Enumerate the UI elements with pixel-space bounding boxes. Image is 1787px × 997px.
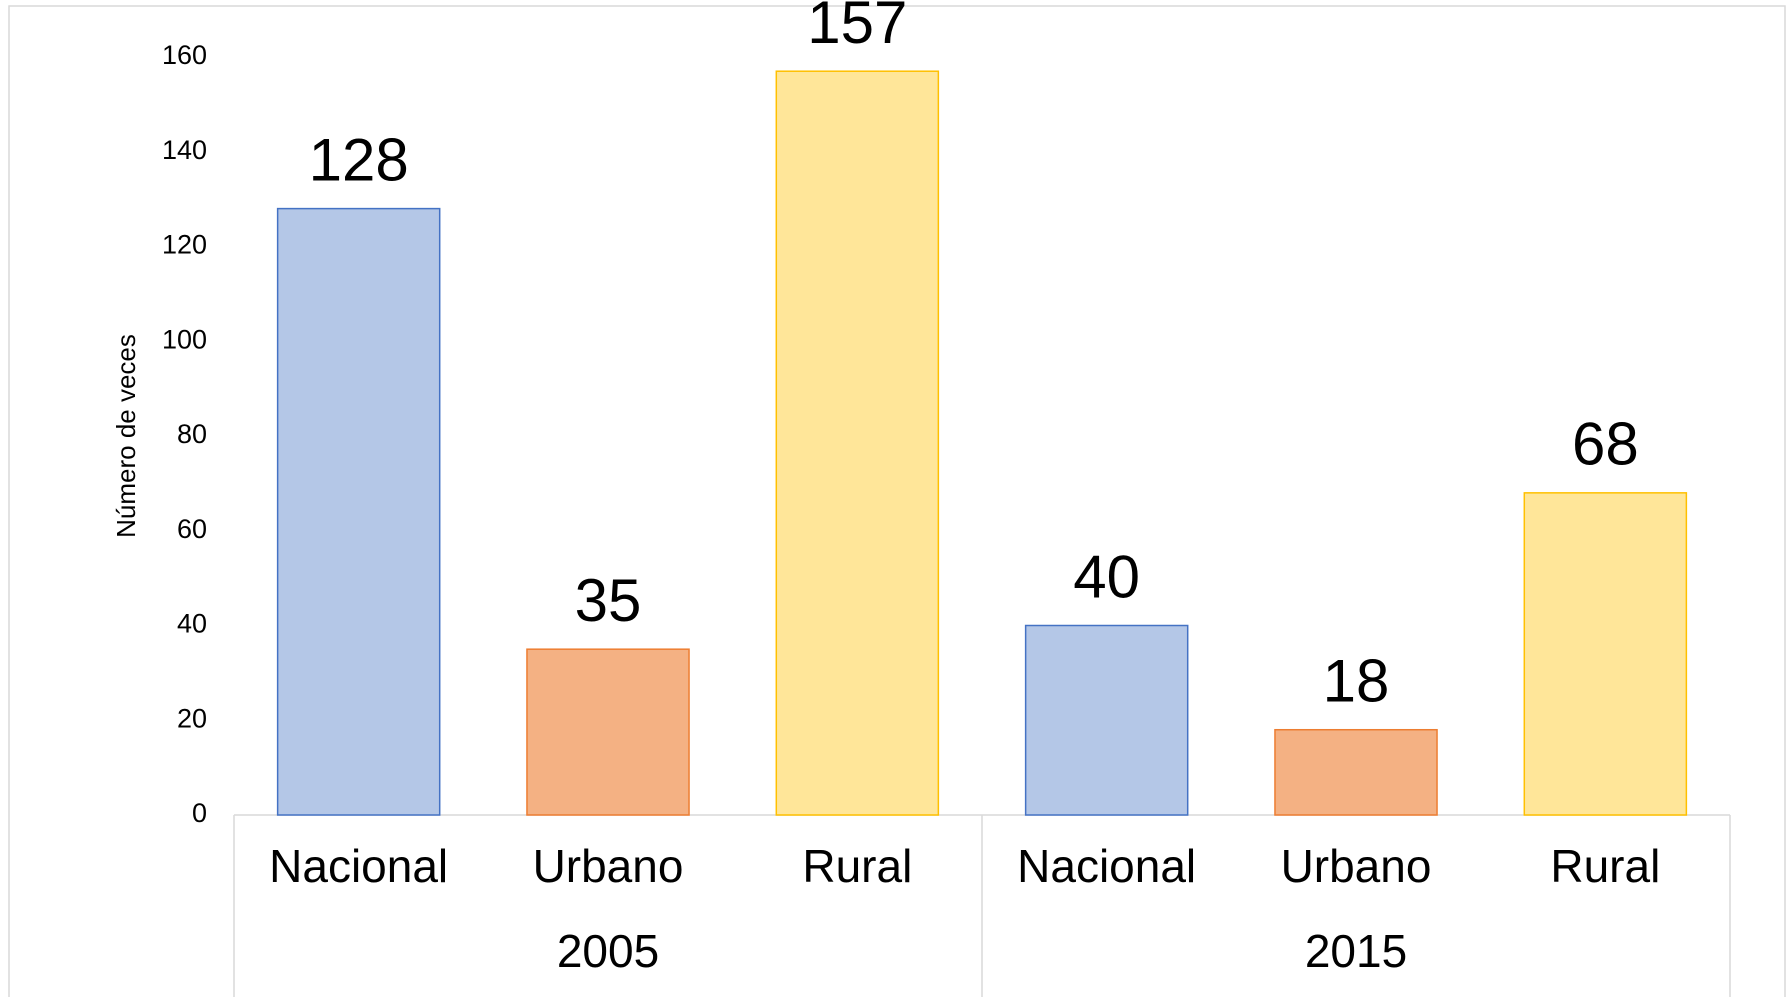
x-tick-label: Urbano: [1281, 840, 1432, 892]
x-tick-label: Rural: [802, 840, 912, 892]
bar: [1024, 624, 1189, 816]
group-label: 2005: [557, 925, 659, 977]
bar: [1274, 728, 1438, 816]
y-tick-label: 80: [177, 419, 207, 449]
y-axis-label: Número de veces: [111, 334, 141, 538]
data-label: 157: [807, 0, 907, 56]
y-tick-label: 160: [162, 40, 207, 70]
y-tick-label: 40: [177, 609, 207, 639]
data-label: 35: [575, 567, 642, 634]
y-tick-label: 140: [162, 135, 207, 165]
bar: [1523, 492, 1688, 816]
y-tick-label: 120: [162, 230, 207, 260]
data-label: 68: [1572, 411, 1639, 478]
data-label: 18: [1323, 648, 1390, 715]
data-label: 128: [309, 126, 409, 193]
bar: [775, 70, 940, 816]
y-tick-label: 60: [177, 514, 207, 544]
group-label: 2015: [1305, 925, 1407, 977]
x-tick-label: Urbano: [533, 840, 684, 892]
bar: [526, 648, 690, 816]
y-tick-label: 0: [192, 798, 207, 828]
x-tick-label: Rural: [1550, 840, 1660, 892]
y-tick-label: 100: [162, 324, 207, 354]
y-tick-label: 20: [177, 703, 207, 733]
chart-border: [8, 5, 1786, 997]
data-label: 40: [1073, 543, 1140, 610]
x-tick-label: Nacional: [1017, 840, 1196, 892]
bar: [276, 207, 441, 816]
x-tick-label: Nacional: [269, 840, 448, 892]
